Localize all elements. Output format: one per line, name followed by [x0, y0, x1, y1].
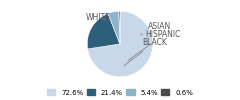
Wedge shape — [108, 11, 120, 44]
Text: ASIAN: ASIAN — [141, 22, 171, 35]
Wedge shape — [119, 11, 120, 44]
Legend: 72.6%, 21.4%, 5.4%, 0.6%: 72.6%, 21.4%, 5.4%, 0.6% — [44, 87, 196, 98]
Wedge shape — [88, 11, 153, 77]
Wedge shape — [87, 14, 120, 49]
Text: HISPANIC: HISPANIC — [128, 30, 181, 60]
Text: WHITE: WHITE — [85, 13, 110, 22]
Text: BLACK: BLACK — [124, 38, 167, 66]
